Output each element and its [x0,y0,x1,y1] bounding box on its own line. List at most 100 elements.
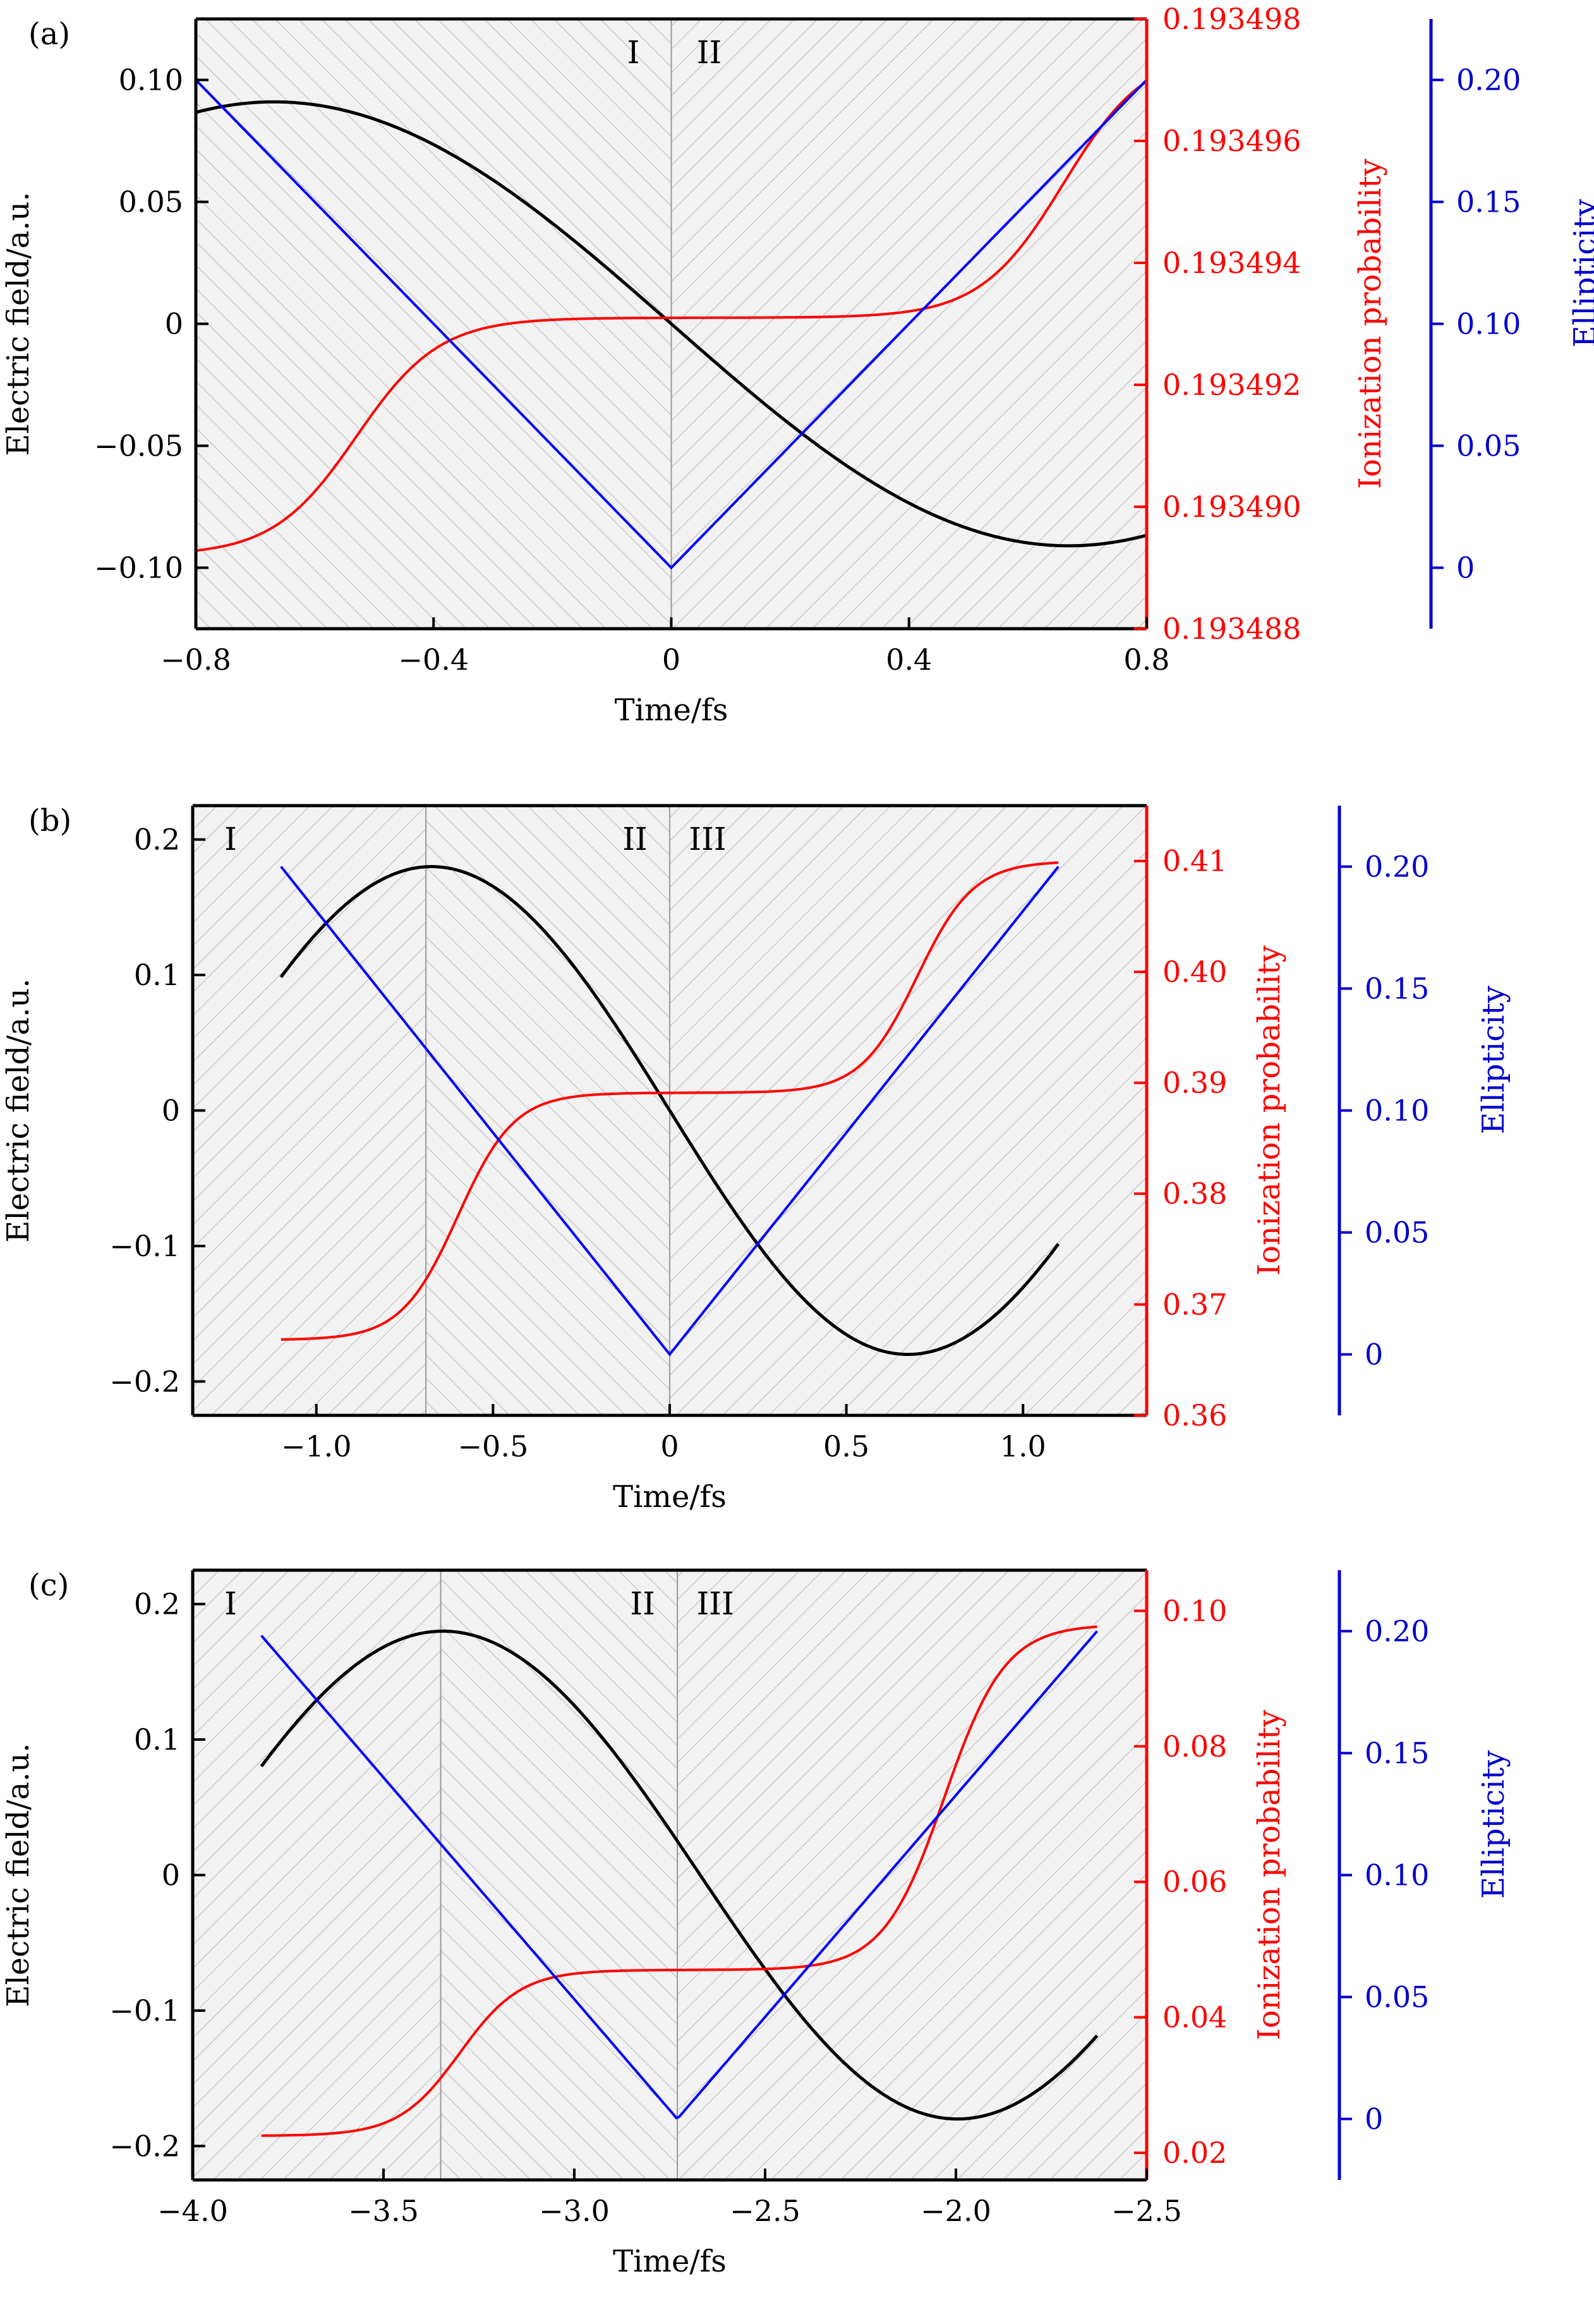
series-electric-field [195,100,1147,548]
y-tick-label: −0.10 [94,551,183,585]
y2-axis-title: Ionization probability [1252,1710,1287,2040]
y-tick-label: 0.10 [119,63,183,97]
x-tick-label: 0 [660,1429,679,1463]
y-tick-label: −0.1 [109,1229,180,1263]
panel-a: I II−0.8 −0.4 0 0.4 0.80.100.050−0.05−0.100.1… [1,2,1594,728]
x-tick-label: 1.0 [1000,1429,1046,1463]
series-ionization-probability [195,80,1148,552]
y2-tick-label: 0.10 [1162,1594,1227,1628]
series-ellipticity [195,79,1148,570]
y3-axis-title: Ellipticity [1567,199,1594,348]
y-tick-label: 0 [162,1858,180,1892]
x-tick-label: 0.5 [823,1429,869,1463]
x-tick-label: −4.0 [157,2194,228,2228]
x-tick-label: −1.0 [281,1429,352,1463]
y-tick-label: −0.2 [109,1364,180,1398]
y2-tick-label: 0.193498 [1162,2,1301,36]
y-axis-title: Electric field/a.u. [1,191,36,456]
y2-tick-label: 0.193490 [1162,490,1301,524]
y2-tick-label: 0.40 [1162,955,1227,989]
x-tick-label: −0.4 [398,643,469,677]
x-tick-label: −0.5 [458,1429,529,1463]
y2-tick-label: 0.38 [1162,1177,1227,1211]
panel-label: (b) [28,803,71,838]
series-electric-field [279,865,1060,1356]
x-axis-title: Time/fs [613,1479,727,1515]
y3-tick-label: 0 [1456,551,1475,585]
y2-tick-label: 0.193494 [1162,246,1301,280]
panel-b: I II III−1.0 −0.5 0 0.5 1.00.20.10−0.1−0.20.41… [1,803,1511,1515]
panel-label: (c) [28,1568,69,1603]
x-tick-label: −2.0 [921,2194,991,2228]
region-II [440,1570,678,2180]
series-ellipticity [260,1630,1099,2120]
y-tick-label: 0.2 [134,823,180,857]
x-tick-label: −3.0 [539,2194,610,2228]
y3-tick-label: 0.20 [1365,850,1429,884]
region-label: III [696,1585,734,1622]
y-tick-label: 0.05 [119,185,183,219]
x-tick-label: −0.8 [160,643,231,677]
y2-tick-label: 0.37 [1162,1288,1227,1322]
series-ellipticity [280,866,1060,1357]
y-axis-title: Electric field/a.u. [1,978,36,1242]
y2-tick-label: 0.04 [1162,2000,1227,2035]
x-tick-label: −2.5 [1111,2194,1182,2228]
y3-tick-label: 0 [1365,1338,1383,1372]
region-label: I [627,34,640,71]
region-label: I [224,1585,237,1622]
y3-tick-label: 0.10 [1365,1094,1429,1128]
region-I [193,1570,441,2180]
y2-tick-label: 0.02 [1162,2136,1227,2170]
y-tick-label: 0 [162,1094,180,1128]
x-tick-label: −3.5 [348,2194,419,2228]
y3-tick-label: 0.05 [1365,1216,1429,1250]
series-ionization-probability [261,1625,1097,2137]
region-III [677,1570,1147,2180]
y-tick-label: 0.1 [134,958,180,992]
y3-tick-label: 0.20 [1456,63,1521,97]
series-electric-field [260,1630,1099,2121]
y3-tick-label: 0.05 [1456,429,1521,463]
y-tick-label: −0.05 [94,429,183,463]
y2-tick-label: 0.193488 [1162,612,1301,646]
region-label: II [622,821,648,857]
panel-c: I II III−4.0 −3.5 −3.0 −2.5 −2.0 −2.50.20.10−0.… [1,1568,1511,2279]
y2-tick-label: 0.41 [1162,844,1227,878]
y3-axis-title: Ellipticity [1476,986,1511,1134]
y3-tick-label: 0.15 [1456,185,1521,219]
y-tick-label: 0 [165,307,183,341]
x-tick-label: 0 [662,643,680,677]
y2-axis-title: Ionization probability [1353,159,1388,489]
y2-tick-label: 0.06 [1162,1865,1227,1899]
y-tick-label: −0.2 [109,2129,180,2163]
x-tick-label: 0.4 [886,643,932,677]
region-III [670,806,1147,1415]
y3-axis-title: Ellipticity [1476,1750,1511,1899]
panel-label: (a) [28,16,70,52]
y3-tick-label: 0.15 [1365,1736,1429,1770]
y2-tick-label: 0.39 [1162,1066,1227,1100]
x-axis-title: Time/fs [615,693,728,728]
x-tick-label: −2.5 [730,2194,800,2228]
y3-tick-label: 0.20 [1365,1614,1429,1649]
x-tick-label: 0.8 [1123,643,1169,677]
region-label: II [630,1585,655,1622]
y-tick-label: 0.2 [134,1587,180,1621]
y2-axis-title: Ionization probability [1252,945,1287,1276]
series-ionization-probability [281,861,1059,1341]
y3-tick-label: 0.15 [1365,972,1429,1006]
y2-tick-label: 0.193496 [1162,124,1301,158]
region-label: II [697,34,722,71]
region-label: III [689,821,726,857]
y2-tick-label: 0.08 [1162,1729,1227,1764]
y-tick-label: −0.1 [109,1994,180,2028]
region-label: I [224,821,237,857]
y2-tick-label: 0.193492 [1162,368,1301,402]
y-tick-label: 0.1 [134,1722,180,1757]
y-axis-title: Electric field/a.u. [1,1743,36,2007]
y2-tick-label: 0.36 [1162,1398,1227,1432]
y3-tick-label: 0.10 [1365,1858,1429,1892]
x-axis-title: Time/fs [613,2244,727,2279]
